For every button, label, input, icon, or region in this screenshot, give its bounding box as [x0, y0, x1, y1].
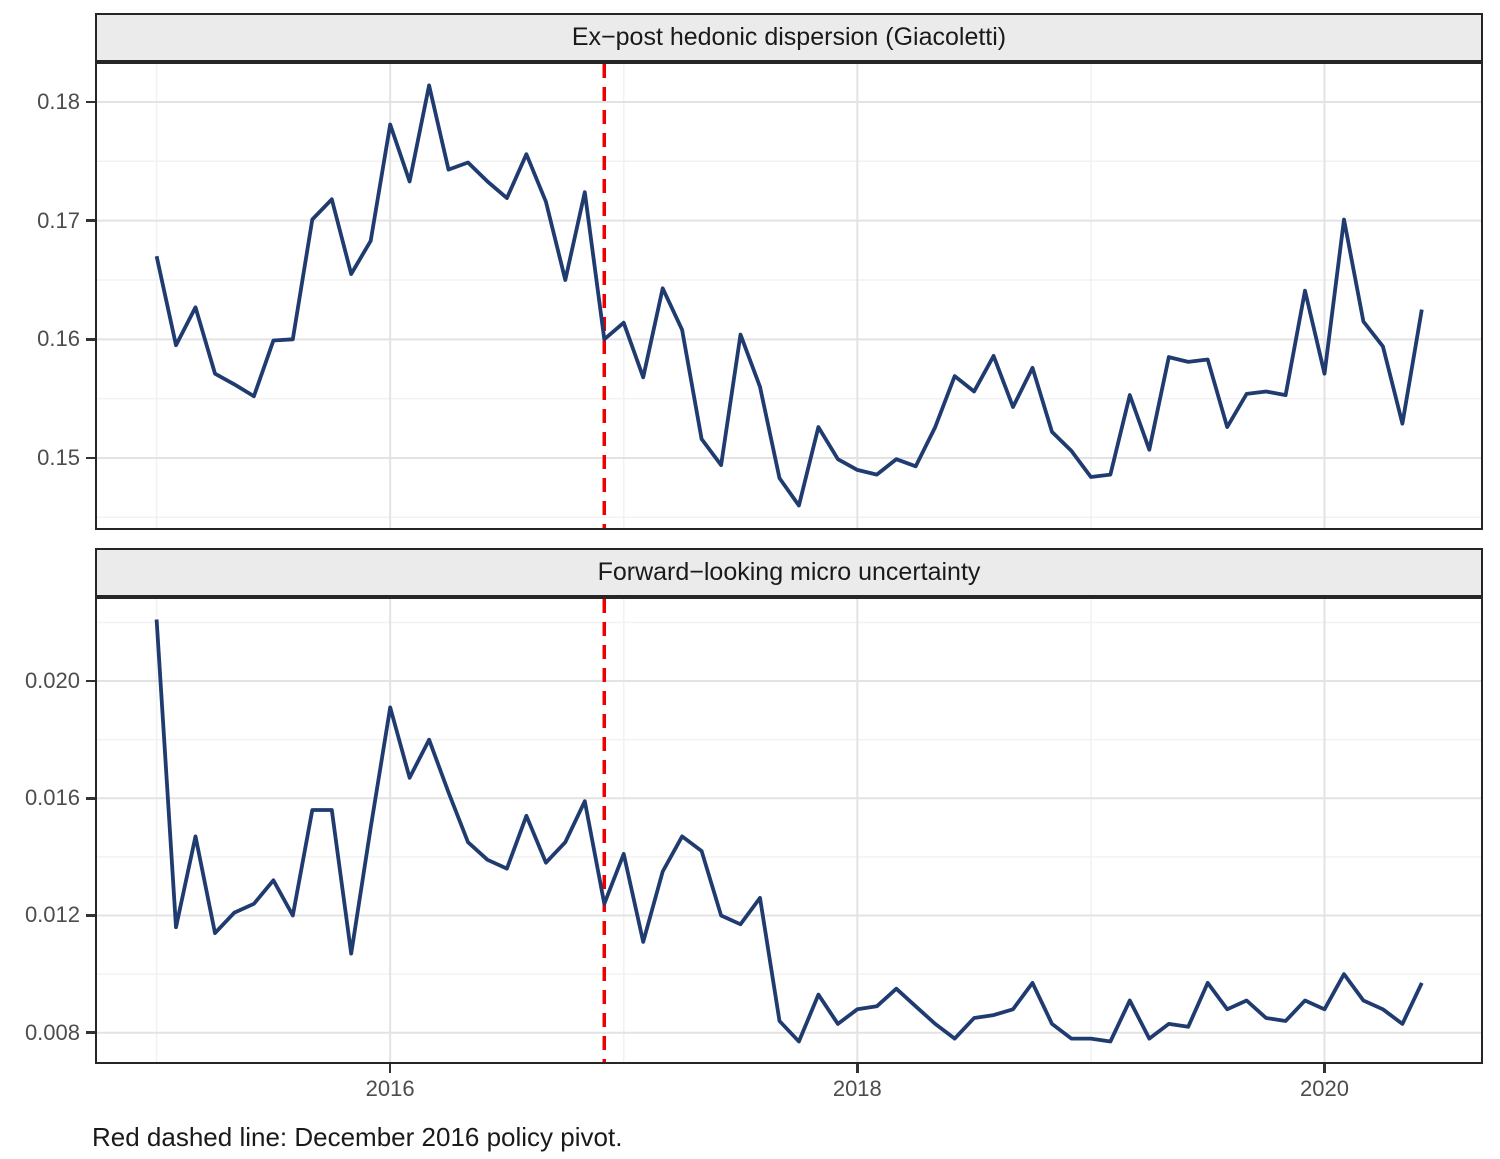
panel-hedonic-dispersion — [95, 62, 1483, 530]
uncertainty-series-line — [154, 619, 1424, 1044]
facet-strip-bottom: Forward−looking micro uncertainty — [95, 548, 1483, 597]
dispersion-series-line — [154, 83, 1424, 508]
x-tick-mark — [388, 1064, 392, 1073]
panel-title-bottom: Forward−looking micro uncertainty — [597, 558, 981, 586]
panel-micro-uncertainty — [95, 597, 1483, 1064]
x-axis-tick-label: 2020 — [1300, 1076, 1349, 1101]
figure-caption: Red dashed line: December 2016 policy pi… — [92, 1122, 623, 1152]
y-tick-mark — [86, 914, 95, 917]
y-axis-tick-label: 0.17 — [37, 207, 80, 233]
y-axis-tick-label: 0.18 — [37, 88, 80, 114]
y-tick-mark — [86, 100, 95, 104]
y-axis-tick-label: 0.16 — [37, 326, 80, 352]
y-tick-mark — [86, 679, 95, 683]
uncertainty-plot-svg — [97, 599, 1481, 1062]
facet-strip-top: Ex−post hedonic dispersion (Giacoletti) — [95, 13, 1483, 62]
x-axis-tick-label: 2018 — [832, 1076, 882, 1101]
y-tick-mark — [86, 219, 95, 222]
y-axis-tick-label: 0.020 — [24, 668, 80, 694]
x-axis-tick-label: 2016 — [365, 1076, 415, 1101]
dispersion-plot-svg — [97, 64, 1481, 528]
x-tick-mark — [1323, 1064, 1326, 1073]
y-tick-mark — [86, 338, 95, 341]
y-axis-tick-label: 0.012 — [24, 902, 80, 928]
y-axis-tick-label: 0.008 — [24, 1019, 80, 1045]
y-tick-mark — [86, 797, 95, 800]
y-axis-tick-label: 0.15 — [37, 444, 80, 470]
y-tick-mark — [86, 456, 95, 460]
panel-title-top: Ex−post hedonic dispersion (Giacoletti) — [571, 23, 1007, 51]
x-tick-mark — [856, 1064, 859, 1073]
y-axis-tick-label: 0.016 — [24, 785, 80, 811]
y-tick-mark — [86, 1031, 95, 1034]
